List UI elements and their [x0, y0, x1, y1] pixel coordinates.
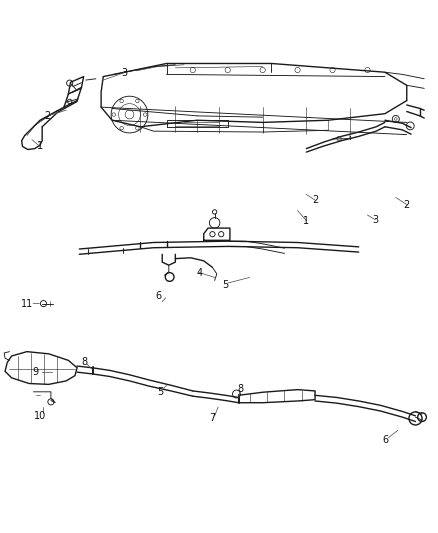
- Text: 1: 1: [303, 216, 309, 225]
- Text: 2: 2: [45, 111, 51, 121]
- Text: 6: 6: [383, 435, 389, 445]
- Text: 11: 11: [21, 298, 33, 309]
- Text: 1: 1: [37, 141, 43, 151]
- Text: 8: 8: [81, 357, 88, 367]
- Text: 2: 2: [312, 195, 318, 205]
- Text: 3: 3: [121, 68, 127, 78]
- Text: 5: 5: [223, 280, 229, 290]
- Text: 9: 9: [32, 367, 39, 377]
- Text: 6: 6: [155, 291, 162, 301]
- Text: 7: 7: [209, 413, 215, 423]
- Text: 5: 5: [157, 387, 163, 397]
- Text: 3: 3: [372, 215, 378, 225]
- Text: 4: 4: [196, 268, 202, 278]
- Text: 2: 2: [404, 199, 410, 209]
- Text: 10: 10: [34, 411, 46, 421]
- Text: 8: 8: [237, 384, 243, 394]
